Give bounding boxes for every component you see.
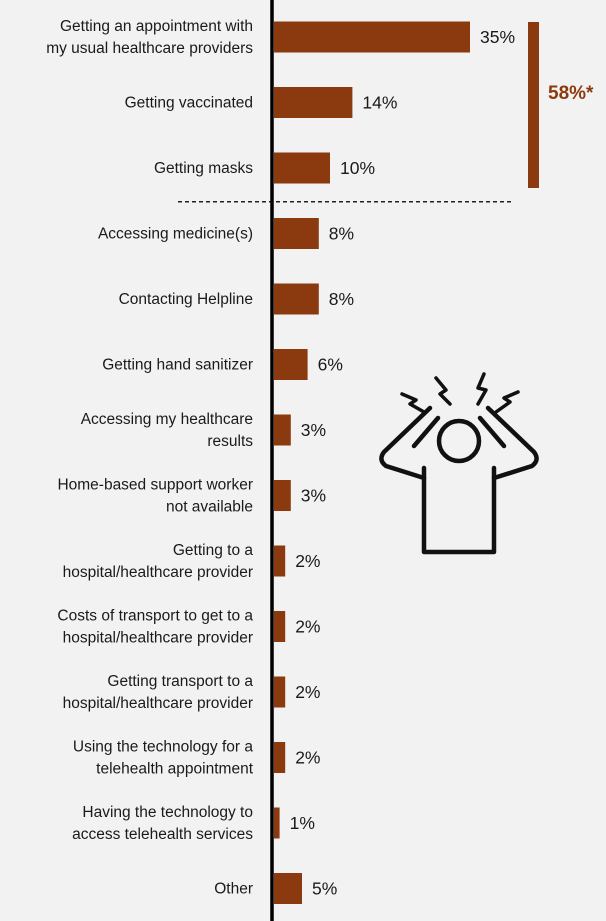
bar-10 <box>274 676 286 708</box>
bar-12 <box>274 807 280 839</box>
value-labels-group: 35% 14% 10% 8% 8% 6% 3% 3% 2% 2% 2% 2% 1% 5% <box>290 27 515 899</box>
bracket-bar <box>528 22 539 188</box>
value-label-1: 14% <box>362 93 397 113</box>
category-label-4: Contacting Helpline <box>119 291 253 308</box>
bar-9 <box>274 611 286 642</box>
bar-3 <box>274 218 319 249</box>
category-label-6: Accessing my healthcare results <box>81 411 254 450</box>
value-label-8: 2% <box>295 551 320 571</box>
bar-2 <box>274 152 330 184</box>
category-label-2: Getting masks <box>154 160 253 177</box>
value-label-6: 3% <box>301 420 326 440</box>
value-label-10: 2% <box>295 682 320 702</box>
category-label-13: Other <box>214 881 253 898</box>
category-label-9: Costs of transport to get to a hospital/h… <box>57 608 253 647</box>
bar-6 <box>274 414 291 446</box>
bracket-label: 58%* <box>548 83 594 104</box>
category-label-12: Having the technology to access telehealt… <box>72 804 253 843</box>
value-label-0: 35% <box>480 27 515 47</box>
bar-5 <box>274 349 308 380</box>
bracket-annotation: 58%* <box>528 22 594 188</box>
bar-1 <box>274 87 353 118</box>
bar-0 <box>274 21 470 53</box>
category-labels-group: Getting an appointment with my usual heal… <box>46 18 253 898</box>
bar-7 <box>274 480 291 511</box>
bar-13 <box>274 873 302 904</box>
category-label-10: Getting transport to a hospital/healthcar… <box>63 673 254 712</box>
value-label-9: 2% <box>295 617 320 637</box>
category-label-5: Getting hand sanitizer <box>102 357 253 374</box>
category-label-11: Using the technology for a telehealth app… <box>73 739 254 778</box>
bars-group <box>274 21 470 904</box>
value-label-7: 3% <box>301 486 326 506</box>
value-label-4: 8% <box>329 289 354 309</box>
bar-11 <box>274 742 286 773</box>
stressed-person-icon <box>379 372 539 555</box>
bar-4 <box>274 283 319 315</box>
category-label-1: Getting vaccinated <box>125 95 253 112</box>
category-label-7: Home-based support worker not available <box>57 477 253 516</box>
category-label-3: Accessing medicine(s) <box>98 226 253 243</box>
value-label-5: 6% <box>318 355 343 375</box>
value-label-11: 2% <box>295 748 320 768</box>
bar-8 <box>274 545 286 577</box>
value-label-13: 5% <box>312 879 337 899</box>
value-label-12: 1% <box>290 813 315 833</box>
value-label-2: 10% <box>340 158 375 178</box>
value-label-3: 8% <box>329 224 354 244</box>
category-label-8: Getting to a hospital/healthcare provider <box>63 542 254 581</box>
category-label-0: Getting an appointment with my usual heal… <box>46 18 253 57</box>
